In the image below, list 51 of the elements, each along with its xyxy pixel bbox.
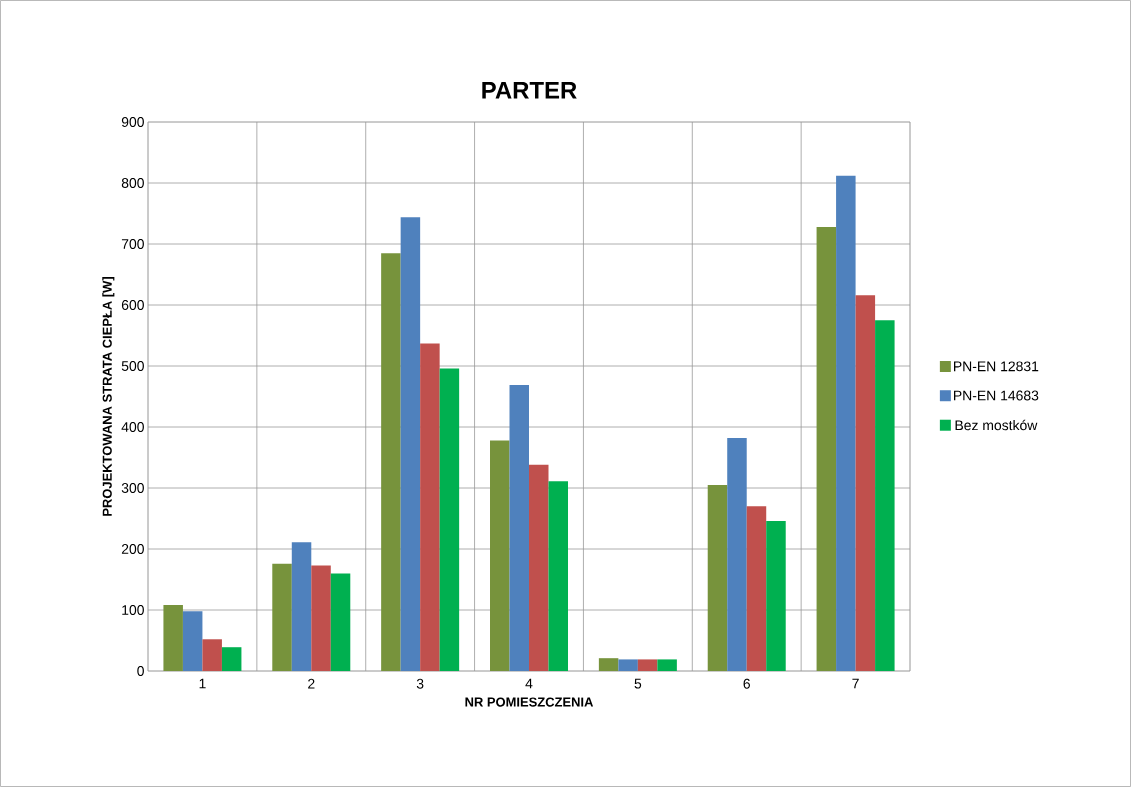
x-tick-label: 1 (199, 678, 206, 689)
bar (291, 542, 312, 671)
bar (311, 565, 331, 671)
bar (766, 520, 786, 671)
legend-label: PN-EN 12831 (954, 361, 1039, 372)
bar (420, 343, 440, 671)
y-tick-label: 500 (121, 361, 144, 371)
bar (816, 226, 837, 671)
x-tick-label: 5 (634, 678, 642, 689)
bar (529, 464, 549, 671)
bar (400, 217, 421, 671)
chart-title: PARTER (482, 82, 577, 99)
x-axis-title: NR POMIESZCZENIA (465, 697, 594, 707)
bar (618, 659, 638, 671)
bar (875, 320, 895, 671)
bar (163, 605, 183, 671)
bar (727, 437, 747, 671)
y-tick-label: 800 (121, 178, 144, 188)
legend-label: PN-EN 14683 (954, 390, 1039, 401)
y-tick-label: 0 (137, 666, 144, 676)
bar (637, 659, 658, 671)
x-tick-label: 7 (852, 678, 859, 689)
bar (657, 659, 677, 671)
y-tick-label: 900 (121, 117, 144, 127)
bar (439, 368, 460, 671)
bar (490, 440, 510, 671)
bar (330, 573, 351, 671)
bar (221, 647, 242, 671)
bar (746, 506, 767, 671)
bar (836, 175, 856, 671)
bar (855, 295, 876, 671)
y-tick-label: 100 (122, 605, 144, 615)
x-tick-label: 4 (525, 678, 533, 689)
bar (182, 611, 203, 671)
bar (509, 384, 529, 671)
x-tick-label: 3 (416, 678, 424, 689)
y-tick-label: 700 (121, 239, 144, 249)
bar (548, 481, 568, 671)
x-tick-label: 2 (308, 678, 315, 689)
y-tick-label: 200 (121, 544, 144, 554)
y-axis-title: PROJEKTOWANA STRATA CIEPŁA [W] (102, 277, 115, 516)
bar (381, 253, 401, 671)
bar (202, 639, 222, 671)
y-tick-label: 300 (121, 483, 144, 493)
y-tick-label: 600 (121, 300, 144, 310)
bar (272, 563, 292, 671)
y-tick-label: 400 (121, 422, 144, 432)
legend-label: Bez mostków (955, 419, 1038, 431)
x-tick-label: 6 (743, 678, 750, 689)
bar (707, 484, 728, 671)
bar (598, 658, 619, 671)
